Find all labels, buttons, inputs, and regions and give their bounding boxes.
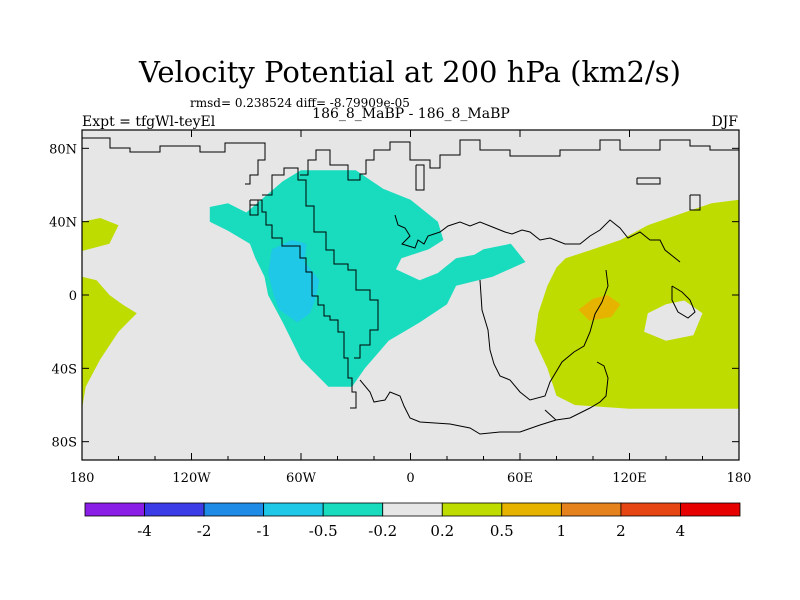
colorbar-label: -2 [197,522,212,540]
contour-fills [82,170,739,409]
colorbar-swatch [560,502,622,517]
colorbar-label: -1 [256,522,271,540]
colorbar: -4 -2 -1 -0.5 -0.2 0.2 0.5 1 2 4 [84,502,741,540]
colorbar-swatch [501,502,562,517]
x-tick-label: 60E [507,471,533,486]
x-tick-label: 0 [406,471,414,486]
colorbar-label: 0.2 [430,522,454,540]
contour-region-blue-negative-core [268,240,320,323]
colorbar-swatch [382,502,443,517]
colorbar-swatch [263,502,324,517]
contour-region-teal-negative-americas [209,170,526,387]
x-tick-label: 120W [172,471,211,486]
colorbar-swatch [144,502,205,517]
map-plot-area: 180 120W 60W 0 60E 120E 180 80N 40N 0 40S 80S [49,129,752,486]
contour-region-green-positive-west-north [82,218,119,251]
coastlines [82,137,739,435]
colorbar-swatch [84,502,145,517]
x-tick-label: 180 [70,471,95,486]
experiment-label: Expt = tfgWl-teyEl [82,114,216,130]
y-tick-label: 40S [52,362,77,377]
contour-region-orange-positive-core [578,295,621,321]
x-tick-label: 120E [612,471,646,486]
colorbar-label: -4 [137,522,152,540]
y-axis: 80N 40N 0 40S 80S [49,142,739,451]
y-tick-label: 80S [52,436,77,451]
colorbar-swatch [680,502,741,517]
colorbar-label: 0.5 [490,522,514,540]
y-tick-label: 0 [69,289,77,304]
x-tick-label: 60W [286,471,317,486]
colorbar-label: 4 [676,522,686,540]
colorbar-swatch [441,502,503,517]
stats-label: rmsd= 0.238524 diff= -8.79909e-05 [190,96,410,110]
y-tick-label: 80N [49,142,77,157]
colorbar-label: 1 [557,522,567,540]
contour-region-grey-hole-east [644,300,703,341]
contour-region-green-positive-west-south [82,276,137,409]
x-tick-label: 180 [727,471,752,486]
colorbar-swatch [620,502,681,517]
colorbar-label: -0.5 [309,522,338,540]
comparison-label: 186_8_MaBP - 186_8_MaBP [312,106,510,122]
colorbar-swatch [322,502,384,517]
x-axis: 180 120W 60W 0 60E 120E 180 [70,130,752,486]
contour-region-green-positive-east [534,199,739,409]
colorbar-label: -0.2 [368,522,397,540]
season-label: DJF [711,114,738,130]
colorbar-label: 2 [616,522,626,540]
colorbar-swatch [203,502,265,517]
y-tick-label: 40N [49,216,77,231]
chart-title: Velocity Potential at 200 hPa (km2/s) [138,55,681,89]
